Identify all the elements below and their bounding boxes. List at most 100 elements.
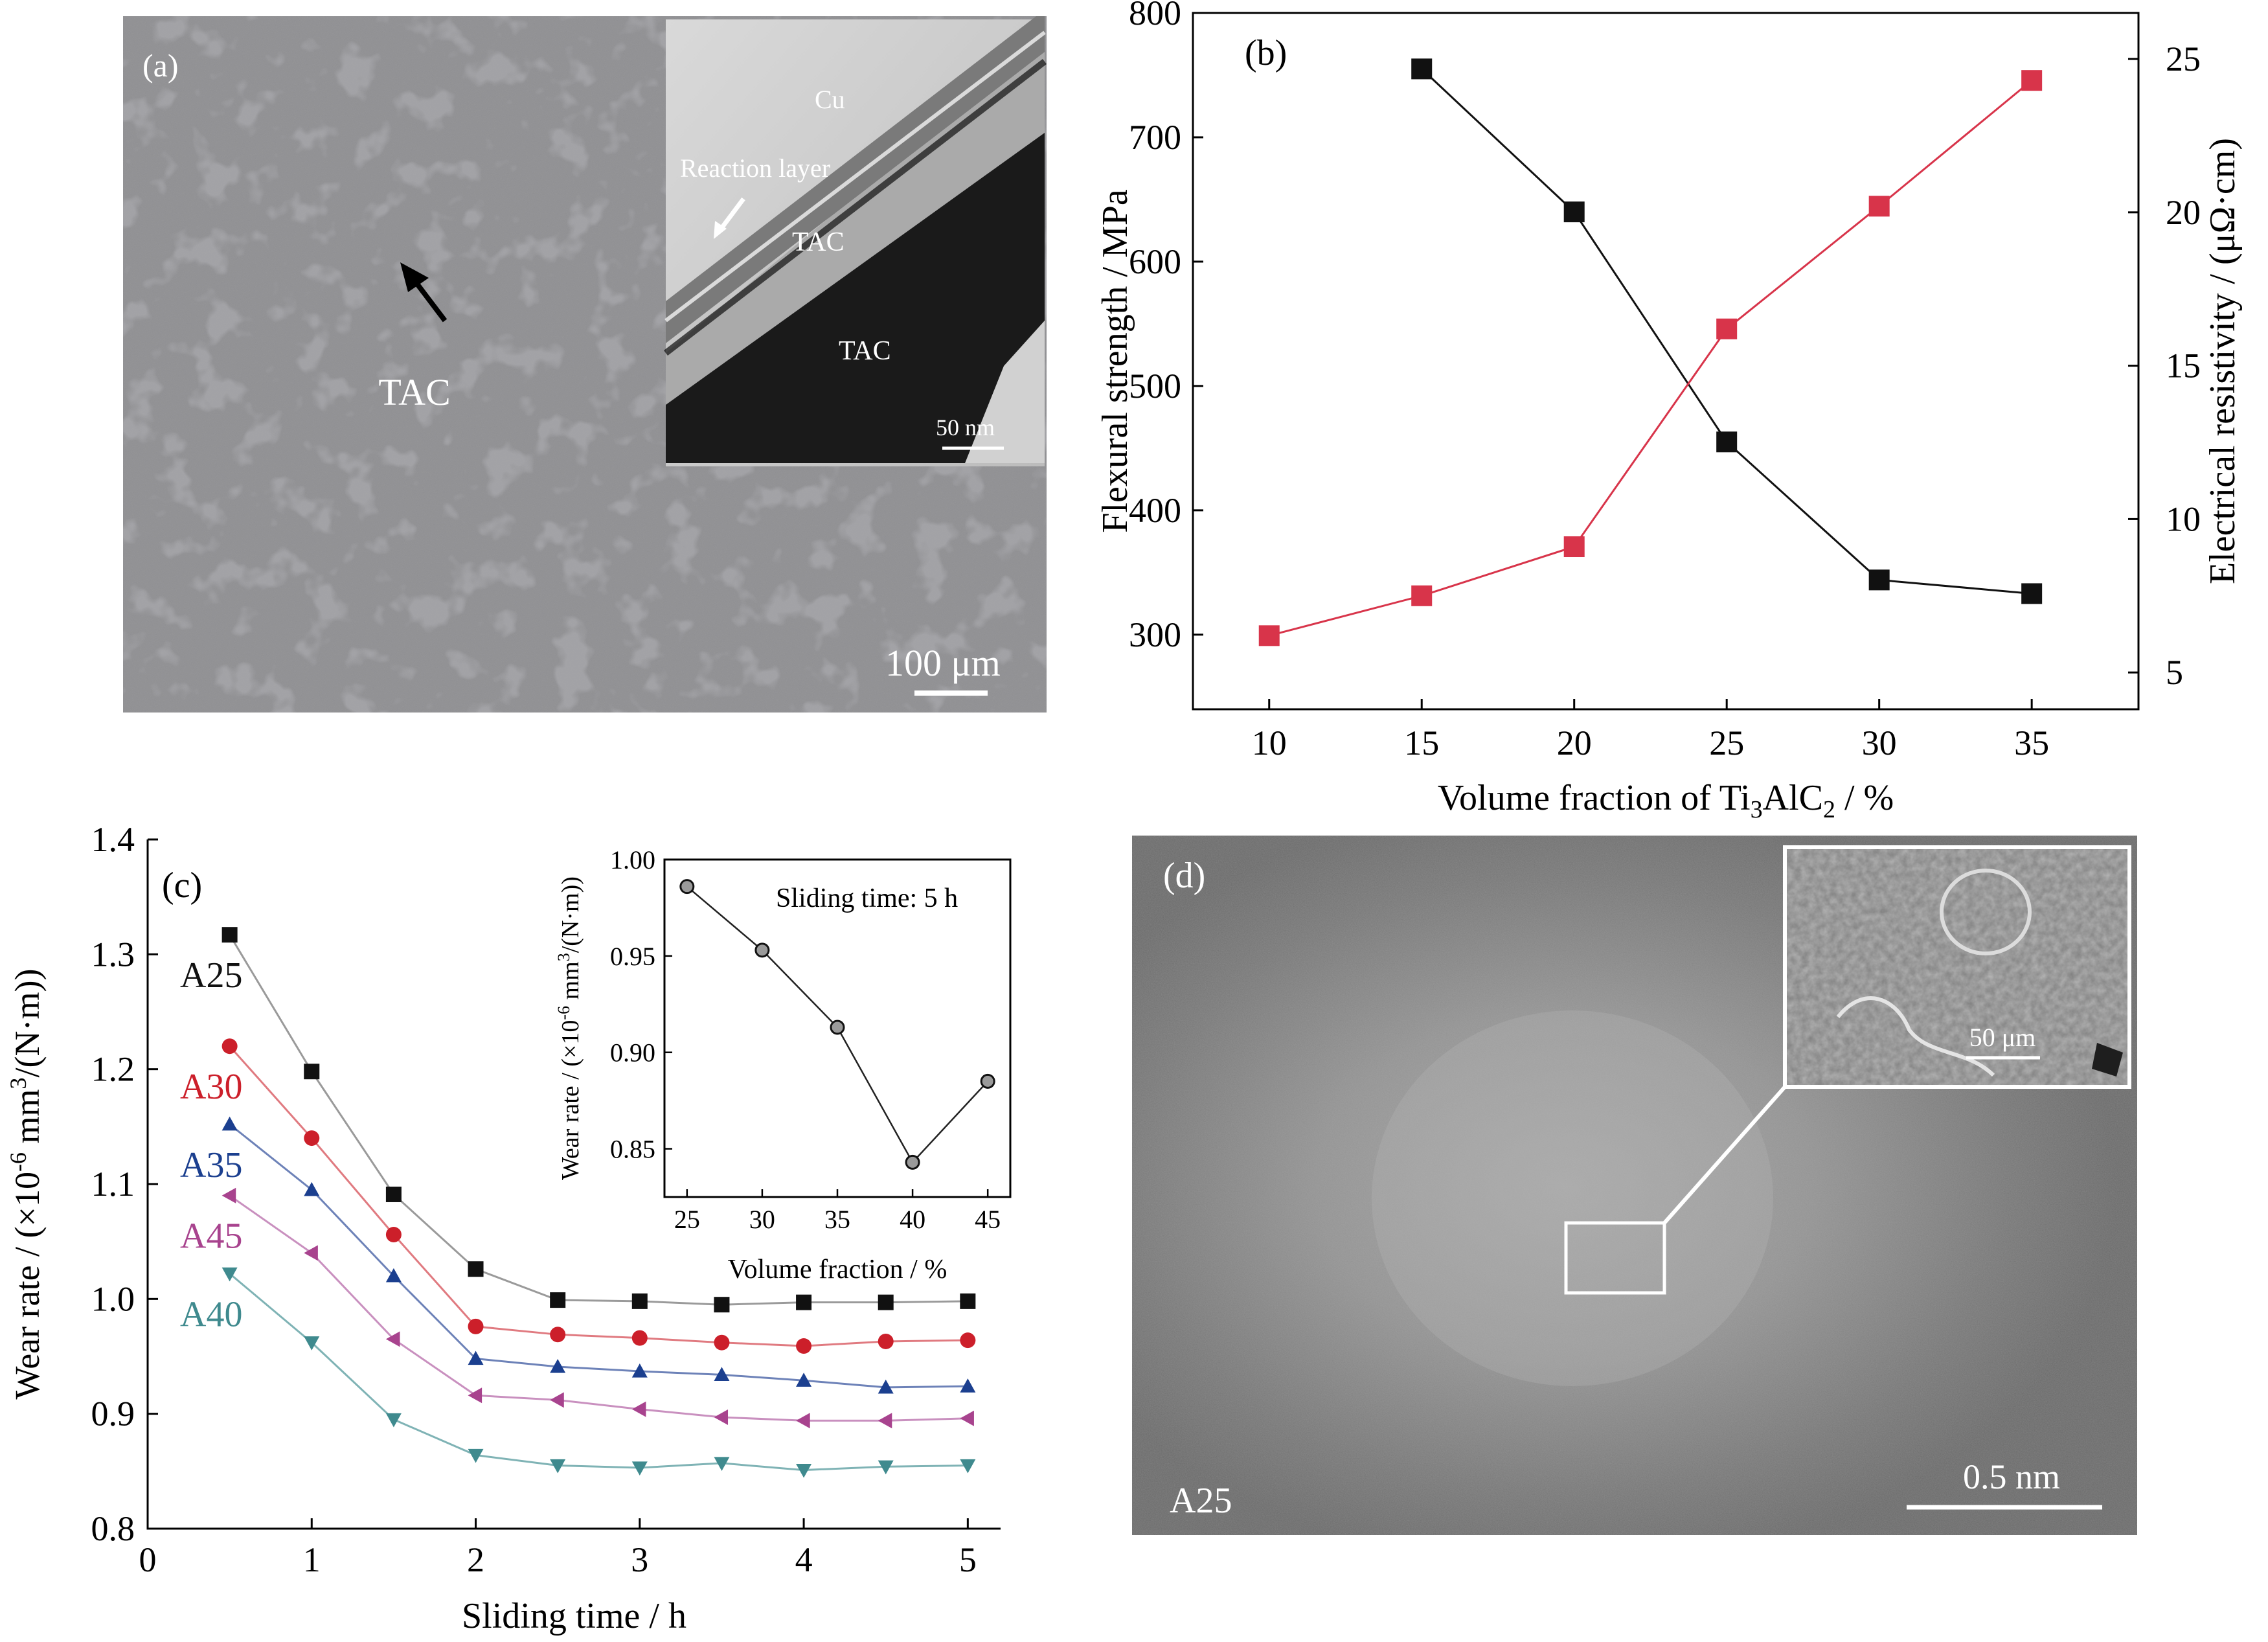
chart-c-series-A45-point (385, 1331, 400, 1347)
panel-d-label: (d) (1163, 856, 1205, 896)
tac-pointer-arrowhead-icon (400, 262, 429, 292)
chart-b-series-left-point (1411, 58, 1433, 80)
sem-zoom-particle (1940, 869, 2032, 955)
panel-a-micrograph: Cu Reaction layer TAC TAC 50 nm (a) TAC … (123, 16, 1047, 713)
chart-b-series-right-point (1563, 536, 1585, 558)
chart-c-series-labels: A25 A30 A35 A45 A40 (180, 955, 242, 1334)
chart-c-inset-y-tick-label: 0.85 (610, 1135, 655, 1164)
chart-c-series-A25-point (385, 1186, 402, 1202)
chart-c-series-A30-point (385, 1227, 402, 1243)
chart-c-series-label-A35: A35 (180, 1145, 242, 1185)
chart-c-x-tick-label: 1 (303, 1540, 321, 1579)
chart-c-series-A40-point (714, 1457, 730, 1471)
chart-c-series-A35-point (960, 1378, 976, 1393)
chart-c-series-label-A30: A30 (180, 1067, 242, 1107)
chart-b-y2-axis-label: Electrical resistivity / (μΩ·cm) (2203, 138, 2243, 584)
chart-c-series-A40-line (229, 1273, 968, 1472)
panel-c-chart: 0 1 2 3 4 5 0.8 0.9 1.0 1.1 1.2 1.3 1.4 A25 A30 A35 A45… (0, 823, 1088, 1642)
chart-c-series-A45-point (631, 1401, 646, 1417)
sem-zoom-inset: 50 μm (1783, 845, 2131, 1089)
sem-zoom-scale-bar-label: 50 μm (1969, 1023, 2036, 1052)
chart-b-x-tick-label: 25 (1709, 724, 1744, 762)
chart-c-inset-x-tick-label: 35 (824, 1205, 850, 1234)
sem-zoom-debris (1836, 996, 1995, 1077)
chart-c-inset-point (754, 942, 770, 958)
chart-c-series-A40-point (878, 1460, 894, 1475)
chart-c-series-A30-point (878, 1333, 894, 1349)
chart-c-axes (146, 839, 1001, 1530)
chart-c-series-A45-point (796, 1413, 810, 1429)
sem-zoom-leader-line (1662, 1086, 1787, 1224)
chart-b-x-tick-label: 15 (1404, 724, 1439, 762)
chart-b-series-left-point (1868, 569, 1890, 591)
panel-a-scale-bar-label: 100 μm (885, 642, 1001, 684)
tem-label-reaction-layer: Reaction layer (680, 154, 830, 183)
chart-c-series-A25-point (550, 1292, 566, 1308)
chart-c-y-tick-label: 1.4 (91, 823, 135, 859)
chart-c-inset-point (679, 879, 695, 895)
chart-c-series-A30-point (468, 1318, 484, 1334)
chart-c-series-A30-line (229, 1045, 968, 1347)
chart-c-ticks: 0 1 2 3 4 5 0.8 0.9 1.0 1.1 1.2 1.3 1.4 (91, 823, 977, 1579)
tem-inset-reaction-band (666, 16, 1045, 343)
chart-c-series-A40-point (304, 1336, 320, 1351)
chart-b-series-left-point (1716, 431, 1738, 453)
chart-c-inset-y-tick-label: 0.95 (610, 942, 655, 971)
chart-c-series-label-A40: A40 (180, 1294, 242, 1334)
tem-scale-bar-label: 50 nm (936, 415, 995, 440)
panel-d-micrograph: 50 μm (d) A25 0.5 nm (1132, 836, 2137, 1535)
chart-c: 0 1 2 3 4 50.80.91.01.11.21.31.4 A25A30A35A45… (5, 823, 1012, 1636)
chart-b-y-tick-label: 300 (1129, 615, 1181, 654)
chart-c-series-A35-point (631, 1363, 648, 1378)
chart-c-series-A45-point (221, 1187, 236, 1203)
chart-b-y-tick-label: 800 (1129, 0, 1181, 32)
panel-c-label: (c) (162, 865, 202, 906)
chart-b-series-left-point (1563, 201, 1585, 223)
chart-b-plot-frame (1192, 12, 2140, 711)
chart-c-x-tick-label: 5 (959, 1540, 977, 1579)
chart-c-x-axis-label: Sliding time / h (462, 1596, 686, 1636)
chart-c-series-A35-point (221, 1116, 238, 1131)
tem-reaction-arrow-icon (718, 197, 745, 232)
chart-c-y-tick-label: 0.8 (91, 1509, 135, 1548)
chart-b-series-left-point (2021, 583, 2043, 604)
chart-c-series-A40-point (796, 1463, 812, 1478)
panel-b-chart: 10 15 20 25 30 35 300 400 500 600 700 800 5 10 15 20 25 … (1069, 0, 2268, 836)
chart-c-y-tick-label: 1.0 (91, 1279, 135, 1318)
chart-c-y-tick-label: 1.1 (91, 1165, 135, 1203)
chart-c-inset-point (830, 1020, 845, 1035)
tac-pointer-arrow-icon (412, 279, 448, 323)
chart-c-series-A30-point (960, 1332, 976, 1349)
chart-c-inset-x-axis-label: Volume fraction / % (728, 1255, 947, 1284)
chart-c-y-tick-label: 1.2 (91, 1050, 135, 1089)
tem-reaction-arrowhead-icon (714, 221, 727, 239)
chart-c-series-A30-point (550, 1327, 566, 1343)
chart-c-series-label-A25: A25 (180, 955, 242, 996)
chart-b-x-tick-label: 10 (1252, 724, 1287, 762)
chart-c-series-A40-point (960, 1459, 976, 1474)
chart-c-series-A25-point (468, 1261, 484, 1277)
chart-c-series-A35-point (796, 1373, 812, 1387)
chart-c-inset-x-tick-label: 30 (749, 1205, 775, 1234)
panel-d-sample-label: A25 (1170, 1481, 1232, 1521)
chart-c-series-A40-point (550, 1459, 566, 1474)
chart-c-inset-point (905, 1154, 920, 1170)
chart-b: 10 15 20 25 30 35300400500600700800510152025 … (1095, 0, 2243, 823)
chart-b-series-right-point (1258, 625, 1280, 646)
chart-c-series (221, 927, 976, 1478)
sem-zoom-inset-frame (1783, 845, 2131, 1089)
tem-inset-dark-line (663, 59, 1047, 356)
chart-c-series-A25-point (796, 1294, 812, 1310)
chart-c-series-A25-point (221, 927, 238, 943)
chart-b-x-tick-label: 35 (2014, 724, 2049, 762)
chart-c-inset-x-tick-label: 40 (900, 1205, 925, 1234)
panel-d-scale-bar-label: 0.5 nm (1963, 1457, 2060, 1496)
chart-c-inset-y-tick-label: 0.90 (610, 1038, 655, 1067)
tem-label-cu: Cu (815, 85, 845, 114)
chart-b-y-tick-label: 400 (1129, 491, 1181, 530)
chart-b-y-tick-label: 700 (1129, 118, 1181, 157)
chart-c-series-A35-point (550, 1358, 566, 1373)
chart-c-series-A25-point (878, 1294, 894, 1310)
chart-c-series-A35-point (714, 1367, 730, 1381)
panel-b-label: (b) (1245, 33, 1287, 73)
